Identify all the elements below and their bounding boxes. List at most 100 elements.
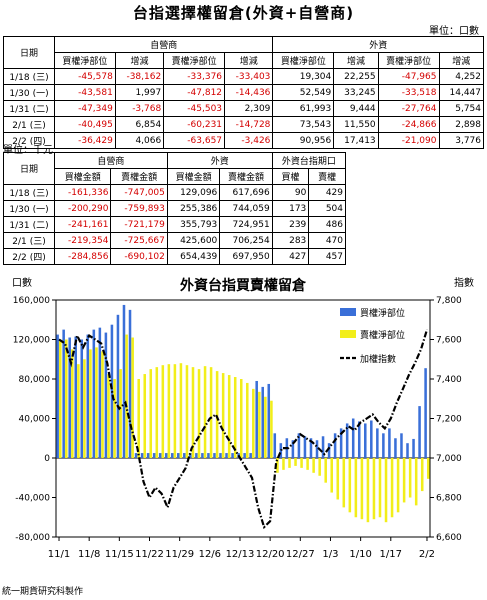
sell-bar (83, 359, 86, 458)
table-cell: 504 (308, 200, 346, 217)
sell-bar (95, 347, 98, 458)
sell-bar (131, 337, 134, 458)
sell-bar (77, 364, 80, 458)
x-tick-label: 12/27 (286, 549, 315, 560)
sell-bar (252, 388, 255, 458)
unit-label-top: 單位：口數 (429, 26, 479, 37)
buy-bar (339, 428, 343, 458)
table-cell: -161,336 (53, 184, 112, 201)
table-amounts: 日期 自營商 外資 外資台指期口 買權金額 賣權金額 買權金額 賣權金額 買權 賣權 1/… (3, 152, 347, 265)
date-value: 1/30 (9, 205, 30, 215)
table-cell: -14,436 (224, 84, 274, 101)
sell-bar (420, 458, 424, 492)
buy-bar (104, 332, 108, 458)
y-tick-label: 80,000 (19, 375, 51, 385)
table-cell: -60,231 (163, 116, 226, 133)
table-cell: 9,444 (333, 100, 379, 117)
buy-bar (122, 304, 126, 458)
weekday-value: (二) (32, 105, 49, 115)
buy-bar (213, 453, 216, 458)
x-tick-label: 1/17 (380, 549, 402, 560)
weekday-value: (三) (29, 121, 46, 131)
table-row: 1/18 (三) -45,578 -38,162 -33,376 -33,403 19,30… (3, 68, 484, 85)
sell-bar (318, 458, 321, 476)
legend-label-index: 加權指數 (360, 353, 396, 365)
x-tick-label: 12/6 (199, 549, 221, 560)
table-cell: 425,600 (166, 232, 221, 249)
table-cell: -47,812 (163, 84, 226, 101)
sell-bar (336, 458, 340, 500)
date-cell: 2/1 (三) (3, 116, 55, 133)
table-cell: -45,578 (54, 68, 116, 85)
header-dealer: 自營商 (54, 152, 168, 169)
date-cell: 1/18 (三) (3, 184, 55, 201)
table-cell: 73,543 (272, 116, 335, 133)
table-cell: 33,245 (333, 84, 379, 101)
sell-bar (402, 458, 406, 503)
buy-bar (80, 339, 84, 458)
table-cell: 617,696 (219, 184, 273, 201)
sell-bar (209, 367, 213, 458)
table-row: 1/31 (二) -47,349 -3,768 -45,503 2,309 61,993 9,… (3, 100, 484, 117)
date-value: 1/18 (9, 189, 30, 199)
buy-bar (382, 433, 385, 458)
y-right-tick-label: 7,600 (436, 336, 462, 346)
column-header: 賣權金額 (110, 168, 168, 185)
date-cell: 1/30 (一) (3, 84, 55, 101)
table-cell: 654,439 (166, 248, 221, 265)
table-cell: -725,667 (110, 232, 168, 249)
x-tick-label: 12/13 (226, 549, 255, 560)
table-row: 2/1 (三) -219,354 -725,667 425,600 706,254 283 4… (3, 232, 346, 249)
sell-bar (89, 349, 92, 458)
legend-swatch-sell (340, 330, 356, 338)
sell-bar (276, 458, 279, 473)
buy-bar (231, 453, 234, 458)
column-header: 買權金額 (53, 168, 112, 185)
header-foreign: 外資 (166, 152, 273, 169)
sell-bar (173, 364, 177, 458)
sell-bar (354, 458, 358, 518)
column-header: 增減 (114, 52, 165, 69)
column-header: 買權 (271, 168, 310, 185)
buy-bar (146, 453, 150, 458)
header-date: 日期 (3, 152, 55, 185)
y-right-tick-label: 6,600 (436, 533, 462, 543)
date-value: 1/18 (9, 73, 30, 83)
sell-bar (330, 458, 334, 493)
buy-bar (116, 314, 120, 458)
table-cell: 4,066 (114, 132, 165, 149)
sell-bar (59, 339, 62, 458)
table-cell: 255,386 (166, 200, 221, 217)
weekday-value: (一) (32, 205, 49, 215)
weekday-value: (三) (29, 237, 46, 247)
buy-bar (219, 453, 222, 458)
sell-bar (396, 458, 400, 513)
x-tick-label: 12/20 (256, 549, 285, 560)
x-tick-label: 1/10 (349, 549, 371, 560)
buy-bar (74, 336, 77, 458)
x-tick-label: 11/22 (135, 549, 164, 560)
sell-bar (167, 364, 171, 458)
buy-bar (406, 443, 409, 458)
x-tick-label: 2/2 (419, 549, 435, 560)
sell-bar (270, 400, 273, 458)
sell-bar (203, 366, 207, 458)
buy-bar (243, 453, 246, 458)
buy-bar (86, 334, 90, 458)
table-row: 1/18 (三) -161,336 -747,005 129,096 617,696 90 4… (3, 184, 346, 201)
table-cell: -27,764 (377, 100, 440, 117)
footer-credit: 統一期貨研究科製作 (2, 587, 84, 597)
table-cell: -3,768 (114, 100, 165, 117)
y-axis-label: 口數 (12, 276, 32, 289)
table-cell: -24,866 (377, 116, 440, 133)
table-cell: 52,549 (272, 84, 335, 101)
sell-bar (258, 391, 261, 458)
table-cell: 427 (271, 248, 310, 265)
buy-bar (225, 453, 228, 458)
sell-bar (342, 458, 346, 508)
sell-bar (426, 458, 430, 479)
table-row: 2/1 (三) -40,495 6,854 -60,231 -14,728 73,543 11… (3, 116, 484, 133)
buy-bar (315, 440, 319, 458)
weekday-value: (一) (32, 89, 49, 99)
column-header: 增減 (224, 52, 274, 69)
